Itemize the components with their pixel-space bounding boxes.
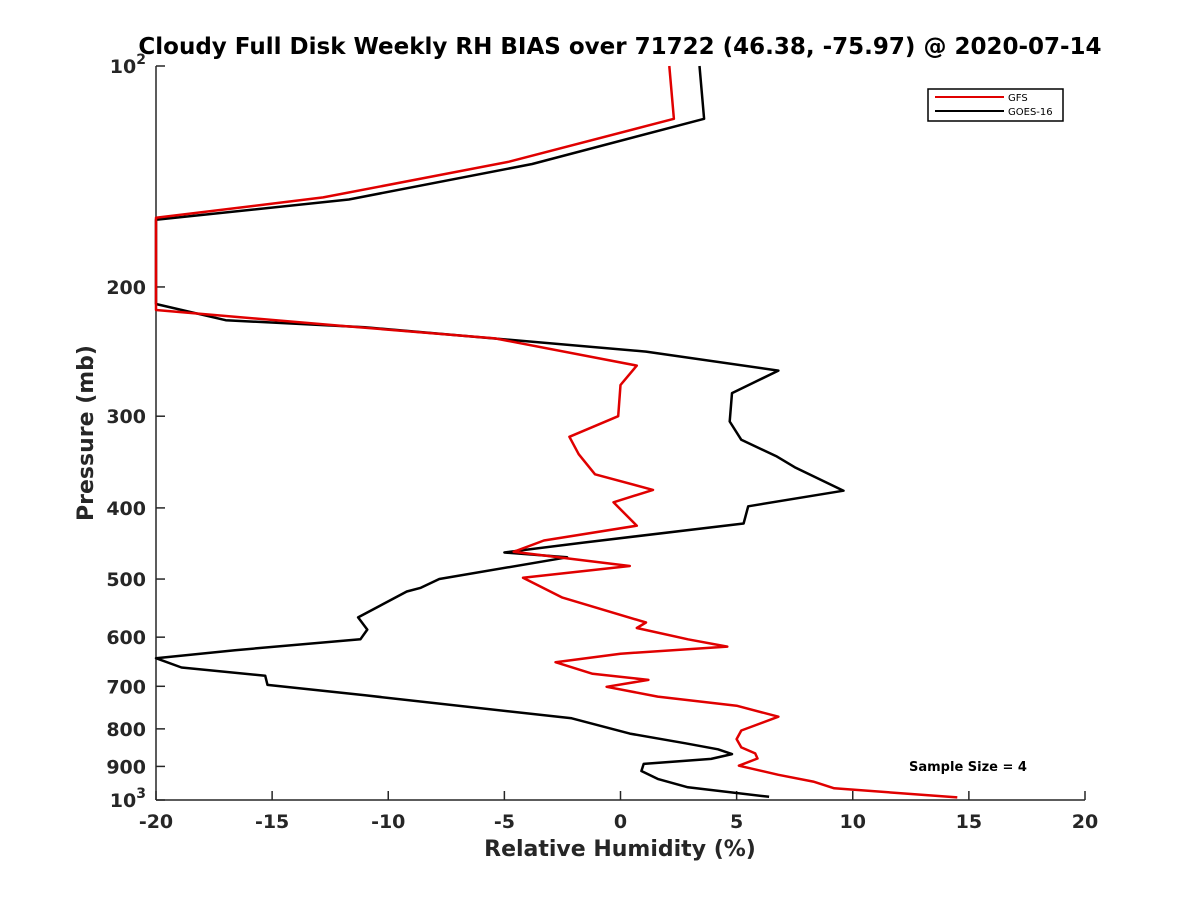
- y-tick-label: 400: [106, 498, 146, 520]
- y-ticks: 102 200 300 400 500 600 700 800 900 103: [106, 52, 165, 812]
- legend-box: [927, 88, 1064, 122]
- x-tick-label: -20: [139, 811, 173, 833]
- x-tick-label: 10: [840, 811, 866, 833]
- y-tick-label: 300: [106, 406, 146, 428]
- sample-size-annotation: Sample Size = 4: [909, 760, 1027, 775]
- x-tick-label: 5: [730, 811, 743, 833]
- y-tick-label: 102: [110, 52, 146, 78]
- plot-area: -20 -15 -10 -5 0 5 10 15 20 102 200 300 400 500 600 70…: [106, 52, 1098, 833]
- x-tick-label: 0: [614, 811, 627, 833]
- chart-title: Cloudy Full Disk Weekly RH BIAS over 717…: [138, 34, 1101, 60]
- legend-gfs-label: GFS: [1008, 93, 1028, 104]
- y-tick-label: 800: [106, 719, 146, 741]
- series-lines: [154, 65, 958, 799]
- x-tick-label: -5: [494, 811, 515, 833]
- y-tick-label: 200: [106, 277, 146, 299]
- x-tick-label: 20: [1072, 811, 1098, 833]
- x-tick-label: -15: [255, 811, 289, 833]
- y-axis-label: Pressure (mb): [74, 345, 99, 521]
- x-axis-label: Relative Humidity (%): [484, 837, 756, 862]
- x-ticks: -20 -15 -10 -5 0 5 10 15 20: [139, 791, 1098, 833]
- x-tick-label: 15: [956, 811, 982, 833]
- series-line-goes-16: [154, 65, 845, 799]
- y-tick-label: 500: [106, 569, 146, 591]
- legend: GFS GOES-16: [927, 88, 1064, 122]
- y-tick-label: 900: [106, 756, 146, 778]
- y-tick-label: 700: [106, 676, 146, 698]
- legend-goes16-label: GOES-16: [1008, 107, 1053, 118]
- series-line-gfs: [154, 65, 958, 799]
- y-tick-label: 103: [110, 786, 146, 812]
- y-tick-label: 600: [106, 627, 146, 649]
- x-tick-label: -10: [371, 811, 405, 833]
